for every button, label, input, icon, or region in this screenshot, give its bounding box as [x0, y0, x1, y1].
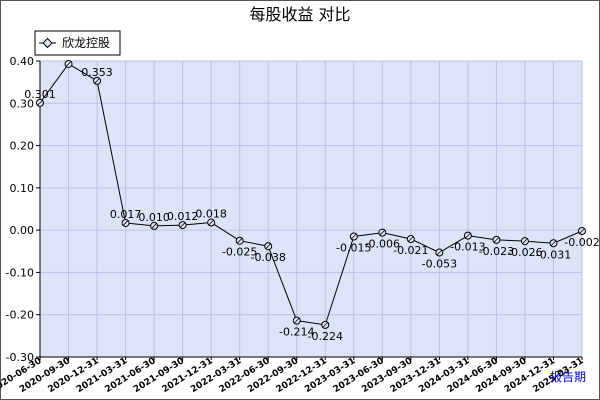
- data-point-slash: [493, 237, 500, 243]
- data-point-slash: [151, 223, 157, 229]
- x-axis-label: 报告期: [550, 369, 586, 384]
- y-tick-label: -0.10: [6, 266, 34, 279]
- y-tick-label: 0.40: [10, 55, 35, 68]
- data-point-slash: [351, 233, 357, 240]
- legend: 欣龙控股: [34, 30, 121, 56]
- y-tick-label: 0.00: [10, 224, 35, 237]
- data-point-slash: [465, 232, 471, 239]
- data-point-slash: [408, 236, 414, 242]
- data-label: -0.015: [336, 241, 371, 254]
- data-point-slash: [293, 317, 300, 324]
- plot-background: [40, 61, 582, 357]
- series-line: [39, 63, 583, 326]
- data-point-slash: [436, 249, 443, 256]
- y-tick-label: 0.10: [10, 182, 35, 195]
- data-label: 0.353: [81, 66, 113, 79]
- data-label: -0.021: [393, 244, 428, 257]
- data-label: -0.026: [507, 246, 542, 259]
- data-label: 0.012: [167, 210, 199, 223]
- legend-diamond-icon: [42, 37, 53, 49]
- data-point-slash: [265, 243, 271, 249]
- data-point-slash: [94, 78, 100, 84]
- chart-title: 每股收益 对比: [249, 5, 350, 24]
- data-label: -0.002: [564, 236, 599, 249]
- y-tick-label: 0.20: [10, 140, 35, 153]
- data-point-slash: [379, 229, 386, 236]
- data-label: -0.025: [222, 246, 257, 259]
- data-label: -0.006: [365, 238, 400, 251]
- data-label: -0.013: [450, 241, 485, 254]
- data-label: 0.301: [24, 88, 56, 101]
- data-point-slash: [522, 238, 528, 244]
- data-label: -0.053: [422, 258, 457, 271]
- plot-area: 0.400.300.200.100.00-0.10-0.20-0.302020-…: [0, 55, 600, 395]
- y-tick-label: 0.30: [10, 97, 35, 110]
- y-tick-label: -0.20: [6, 309, 34, 322]
- data-point-slash: [122, 220, 129, 226]
- data-point-slash: [179, 222, 186, 228]
- data-point-slash: [579, 228, 585, 234]
- data-point-slash: [37, 100, 43, 106]
- data-label: 0.010: [138, 211, 170, 224]
- data-label: -0.023: [479, 245, 514, 258]
- data-label: 0.018: [195, 208, 227, 221]
- legend-label: 欣龙控股: [62, 36, 110, 50]
- data-point-slash: [550, 240, 557, 247]
- data-label: -0.214: [279, 326, 314, 339]
- data-point-slash: [322, 322, 329, 328]
- data-point-slash: [208, 219, 214, 226]
- data-label: -0.031: [536, 248, 571, 261]
- data-point-slash: [236, 237, 243, 244]
- data-label: -0.038: [250, 251, 285, 264]
- data-point-slash: [65, 61, 72, 67]
- data-label: 0.017: [110, 208, 142, 221]
- data-label: -0.224: [308, 330, 343, 343]
- y-tick-label: -0.30: [6, 351, 34, 364]
